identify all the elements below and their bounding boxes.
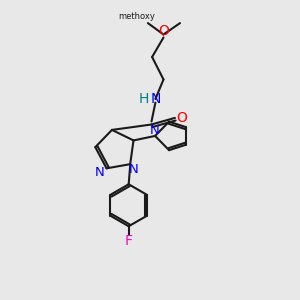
Text: O: O [176,111,187,125]
Text: O: O [158,24,169,38]
Text: N: N [150,124,159,137]
Text: N: N [150,92,161,106]
Text: F: F [125,234,133,248]
Text: H: H [138,92,148,106]
Text: N: N [129,163,139,176]
Text: methoxy: methoxy [118,12,155,21]
Text: N: N [95,166,105,179]
